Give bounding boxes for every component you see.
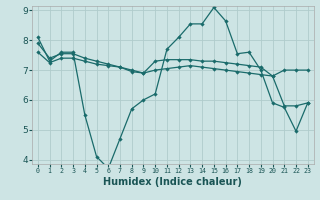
X-axis label: Humidex (Indice chaleur): Humidex (Indice chaleur) [103, 177, 242, 187]
